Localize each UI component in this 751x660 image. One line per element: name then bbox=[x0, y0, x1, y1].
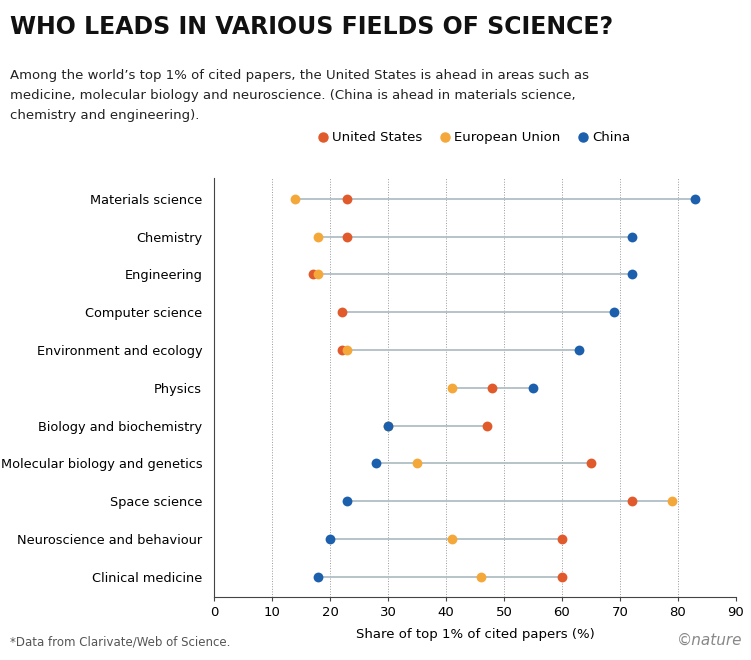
Point bbox=[608, 307, 620, 317]
Point bbox=[475, 572, 487, 582]
Point bbox=[527, 383, 539, 393]
Text: ©nature: ©nature bbox=[677, 633, 742, 648]
Text: Among the world’s top 1% of cited papers, the United States is ahead in areas su: Among the world’s top 1% of cited papers… bbox=[10, 69, 589, 82]
Point bbox=[411, 458, 423, 469]
Point bbox=[336, 345, 348, 355]
Point bbox=[342, 345, 354, 355]
Point bbox=[446, 383, 458, 393]
Point bbox=[666, 496, 678, 506]
X-axis label: Share of top 1% of cited papers (%): Share of top 1% of cited papers (%) bbox=[356, 628, 594, 641]
Point bbox=[336, 307, 348, 317]
Text: WHO LEADS IN VARIOUS FIELDS OF SCIENCE?: WHO LEADS IN VARIOUS FIELDS OF SCIENCE? bbox=[10, 15, 613, 38]
Legend: United States, European Union, China: United States, European Union, China bbox=[315, 126, 635, 150]
Point bbox=[342, 193, 354, 204]
Point bbox=[556, 572, 568, 582]
Point bbox=[289, 193, 301, 204]
Point bbox=[585, 458, 597, 469]
Text: medicine, molecular biology and neuroscience. (China is ahead in materials scien: medicine, molecular biology and neurosci… bbox=[10, 89, 575, 102]
Point bbox=[306, 269, 318, 280]
Point bbox=[324, 533, 336, 544]
Text: chemistry and engineering).: chemistry and engineering). bbox=[10, 109, 199, 122]
Point bbox=[556, 533, 568, 544]
Point bbox=[626, 269, 638, 280]
Point bbox=[312, 269, 324, 280]
Point bbox=[626, 232, 638, 242]
Point bbox=[446, 533, 458, 544]
Point bbox=[481, 420, 493, 431]
Point bbox=[342, 232, 354, 242]
Point bbox=[689, 193, 701, 204]
Point bbox=[382, 420, 394, 431]
Point bbox=[487, 383, 499, 393]
Point bbox=[626, 496, 638, 506]
Point bbox=[574, 345, 586, 355]
Point bbox=[312, 572, 324, 582]
Text: *Data from Clarivate/Web of Science.: *Data from Clarivate/Web of Science. bbox=[10, 635, 230, 648]
Point bbox=[382, 420, 394, 431]
Point bbox=[370, 458, 382, 469]
Point bbox=[342, 496, 354, 506]
Point bbox=[312, 232, 324, 242]
